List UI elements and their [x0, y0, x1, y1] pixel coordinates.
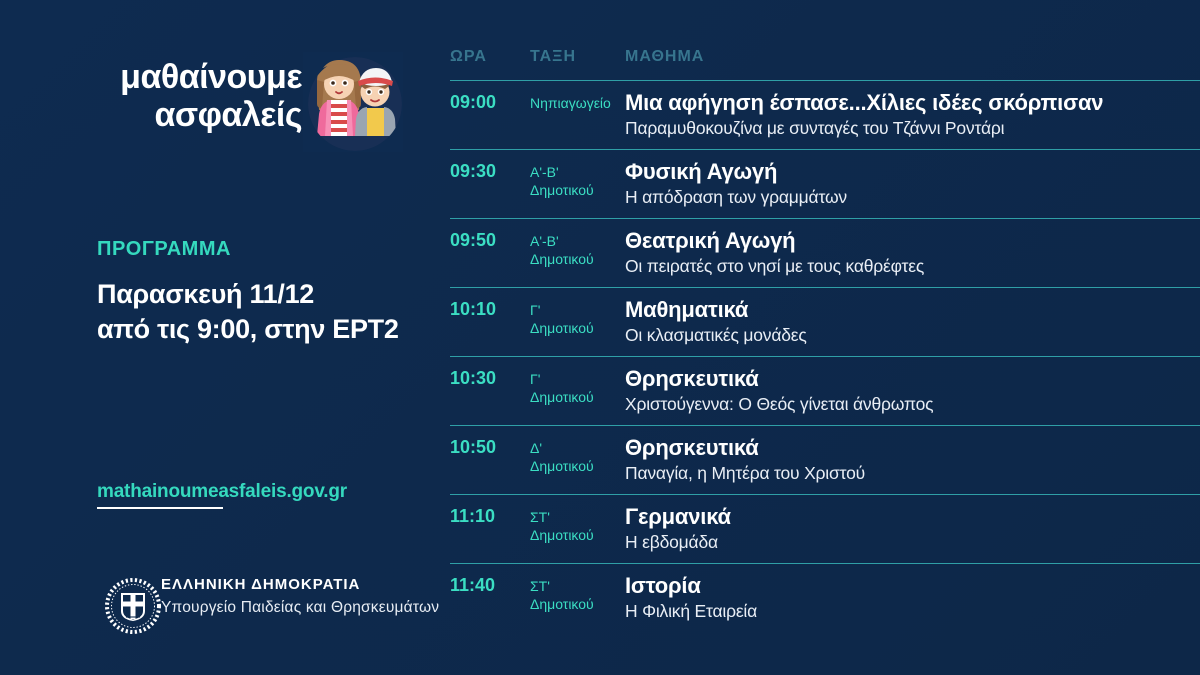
row-lesson: Μαθηματικά Οι κλασματικές μονάδες	[625, 297, 1200, 346]
row-time: 09:30	[450, 161, 497, 181]
row-lesson-title: Φυσική Αγωγή	[625, 159, 778, 184]
row-class-line2: Δημοτικού	[530, 389, 594, 405]
row-class-line1: Γ'	[530, 302, 541, 318]
row-lesson: Φυσική Αγωγή Η απόδραση των γραμμάτων	[625, 159, 1200, 208]
row-lesson: Θρησκευτικά Χριστούγεννα: Ο Θεός γίνεται…	[625, 366, 1200, 415]
brand-logo-text: μαθαίνουμε ασφαλείς	[97, 58, 302, 134]
row-class-line1: ΣΤ'	[530, 578, 550, 594]
header-class: ΤΑΞΗ	[530, 48, 576, 65]
row-lesson-subtitle: Παναγία, η Μητέρα του Χριστού	[625, 463, 865, 483]
row-class-line2: Δημοτικού	[530, 527, 594, 543]
row-class-line1: Νηπιαγωγείο	[530, 95, 611, 111]
website-link[interactable]: mathainoumeasfaleis.gov.gr	[97, 481, 347, 502]
website-underline	[97, 507, 223, 509]
boy-figure	[355, 68, 396, 136]
row-class-line1: Γ'	[530, 371, 541, 387]
kids-illustration-icon	[303, 52, 403, 152]
program-label: ΠΡΟΓΡΑΜΜΑ	[97, 238, 231, 260]
brand-logo-line1: μαθαίνουμε	[120, 58, 302, 96]
row-lesson-subtitle: Χριστούγεννα: Ο Θεός γίνεται άνθρωπος	[625, 394, 934, 414]
row-lesson: Γερμανικά Η εβδομάδα	[625, 504, 1200, 553]
row-lesson-subtitle: Παραμυθοκουζίνα με συνταγές του Τζάννι Ρ…	[625, 118, 1005, 138]
row-class-line2: Δημοτικού	[530, 251, 594, 267]
table-row: 10:50 Δ' Δημοτικού Θρησκευτικά Παναγία, …	[450, 426, 1200, 495]
row-class-line1: Α'-Β'	[530, 233, 559, 249]
row-lesson-title: Γερμανικά	[625, 504, 731, 529]
row-lesson-subtitle: Η Φιλική Εταιρεία	[625, 601, 758, 621]
header-lesson: ΜΑΘΗΜΑ	[625, 48, 705, 65]
row-class: Νηπιαγωγείο	[530, 90, 625, 112]
row-class: Α'-Β' Δημοτικού	[530, 159, 625, 199]
table-row: 10:10 Γ' Δημοτικού Μαθηματικά Οι κλασματ…	[450, 288, 1200, 357]
row-lesson-title: Ιστορία	[625, 573, 701, 598]
row-time: 09:50	[450, 230, 497, 250]
row-time: 10:50	[450, 437, 497, 457]
program-date-line: Παρασκευή 11/12	[97, 279, 315, 309]
table-row: 11:40 ΣΤ' Δημοτικού Ιστορία Η Φιλική Ετα…	[450, 564, 1200, 632]
row-class: Δ' Δημοτικού	[530, 435, 625, 475]
row-lesson: Θεατρική Αγωγή Οι πειρατές στο νησί με τ…	[625, 228, 1200, 277]
footer-org-name: ΕΛΛΗΝΙΚΗ ΔΗΜΟΚΡΑΤΙΑ	[161, 576, 361, 593]
brand-logo-line2: ασφαλείς	[154, 96, 302, 134]
row-class-line2: Δημοτικού	[530, 596, 594, 612]
table-row: 10:30 Γ' Δημοτικού Θρησκευτικά Χριστούγε…	[450, 357, 1200, 426]
table-row: 09:50 Α'-Β' Δημοτικού Θεατρική Αγωγή Οι …	[450, 219, 1200, 288]
program-time-line: από τις 9:00, στην ΕΡΤ2	[97, 314, 399, 344]
header-time: ΩΡΑ	[450, 48, 487, 65]
row-class-line1: ΣΤ'	[530, 509, 550, 525]
row-class: ΣΤ' Δημοτικού	[530, 504, 625, 544]
row-lesson: Θρησκευτικά Παναγία, η Μητέρα του Χριστο…	[625, 435, 1200, 484]
row-class-line2: Δημοτικού	[530, 182, 594, 198]
row-lesson-title: Θρησκευτικά	[625, 366, 759, 391]
row-time: 11:10	[450, 506, 496, 526]
row-class-line1: Α'-Β'	[530, 164, 559, 180]
table-row: 11:10 ΣΤ' Δημοτικού Γερμανικά Η εβδομάδα	[450, 495, 1200, 564]
ministry-footer: ΕΛΛΗΝΙΚΗ ΔΗΜΟΚΡΑΤΙΑ Υπουργείο Παιδείας κ…	[103, 576, 440, 634]
row-class: Α'-Β' Δημοτικού	[530, 228, 625, 268]
table-row: 09:00 Νηπιαγωγείο Μια αφήγηση έσπασε...Χ…	[450, 81, 1200, 150]
greek-republic-emblem-icon	[105, 578, 161, 634]
row-lesson-subtitle: Η απόδραση των γραμμάτων	[625, 187, 847, 207]
program-info: ΠΡΟΓΡΑΜΜΑ Παρασκευή 11/12 από τις 9:00, …	[97, 238, 399, 347]
row-class-line2: Δημοτικού	[530, 320, 594, 336]
schedule-rows: 09:00 Νηπιαγωγείο Μια αφήγηση έσπασε...Χ…	[450, 81, 1200, 632]
row-class-line2: Δημοτικού	[530, 458, 594, 474]
row-class: ΣΤ' Δημοτικού	[530, 573, 625, 613]
schedule-table: ΩΡΑ ΤΑΞΗ ΜΑΘΗΜΑ 09:00 Νηπιαγωγείο Μια αφ…	[450, 48, 1200, 632]
row-lesson-title: Μια αφήγηση έσπασε...Χίλιες ιδέες σκόρπι…	[625, 90, 1104, 115]
row-lesson-subtitle: Η εβδομάδα	[625, 532, 718, 552]
table-row: 09:30 Α'-Β' Δημοτικού Φυσική Αγωγή Η από…	[450, 150, 1200, 219]
row-time: 10:30	[450, 368, 497, 388]
row-lesson-subtitle: Οι πειρατές στο νησί με τους καθρέφτες	[625, 256, 925, 276]
row-class: Γ' Δημοτικού	[530, 366, 625, 406]
row-time: 10:10	[450, 299, 497, 319]
row-lesson-title: Θεατρική Αγωγή	[625, 228, 796, 253]
row-lesson-title: Μαθηματικά	[625, 297, 749, 322]
row-lesson-subtitle: Οι κλασματικές μονάδες	[625, 325, 807, 345]
row-lesson: Ιστορία Η Φιλική Εταιρεία	[625, 573, 1200, 622]
girl-figure	[317, 60, 361, 136]
row-time: 11:40	[450, 575, 496, 595]
row-lesson: Μια αφήγηση έσπασε...Χίλιες ιδέες σκόρπι…	[625, 90, 1200, 139]
row-class-line1: Δ'	[530, 440, 543, 456]
footer-ministry-name: Υπουργείο Παιδείας και Θρησκευμάτων	[161, 599, 440, 616]
row-time: 09:00	[450, 92, 497, 112]
row-lesson-title: Θρησκευτικά	[625, 435, 759, 460]
row-class: Γ' Δημοτικού	[530, 297, 625, 337]
schedule-header-row: ΩΡΑ ΤΑΞΗ ΜΑΘΗΜΑ	[450, 48, 1200, 81]
